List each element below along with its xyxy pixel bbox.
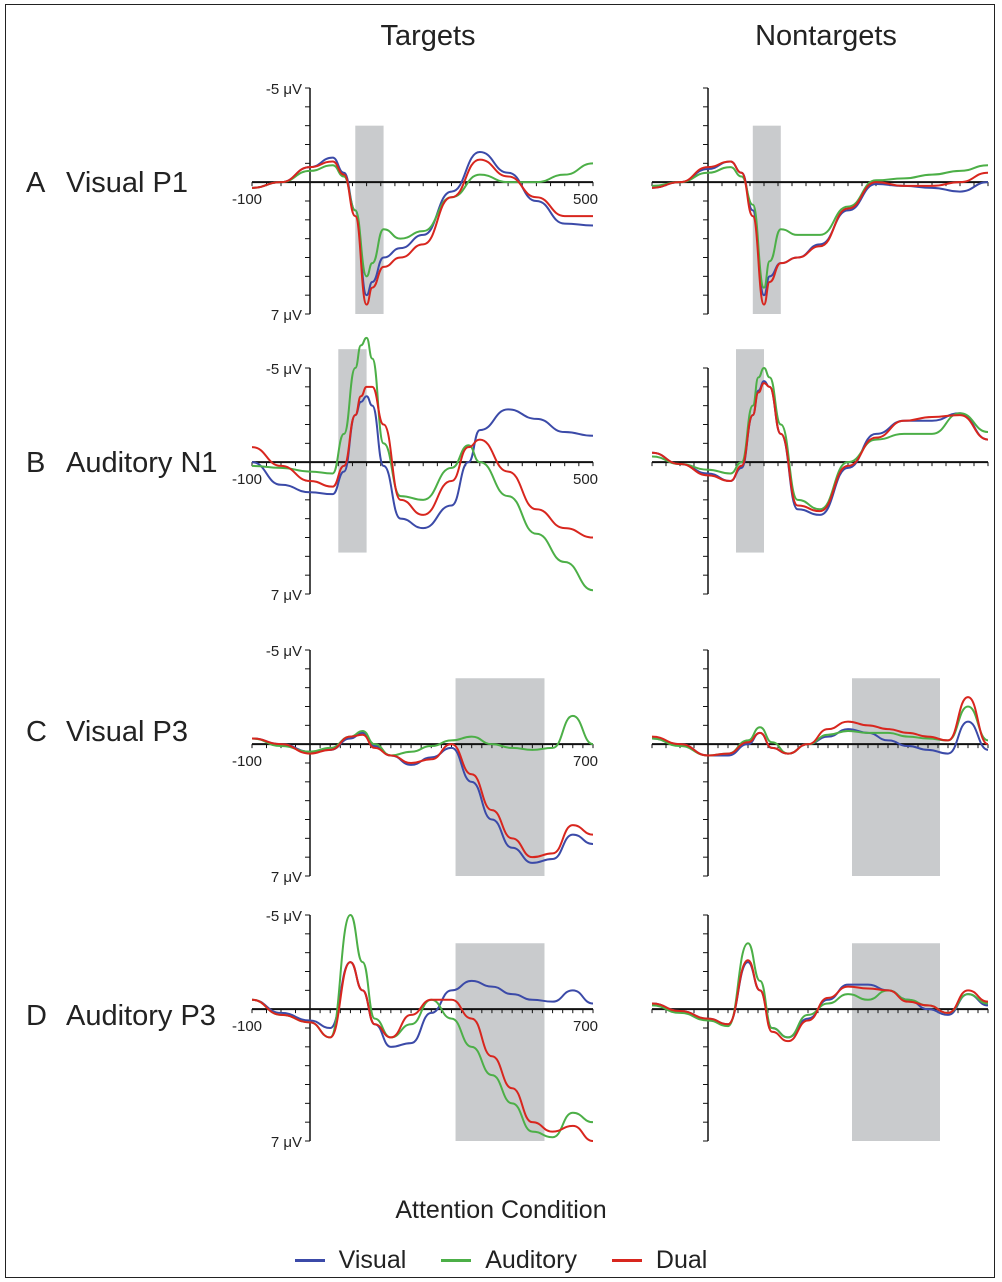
analysis-window-highlight: [736, 349, 764, 553]
x-tick-label-max: 500: [573, 471, 598, 488]
x-tick-label-min: -100: [232, 191, 262, 208]
series-line-dual: [251, 733, 594, 859]
legend-item-visual: Visual: [294, 1246, 407, 1275]
series-line-visual: [651, 380, 989, 516]
series-line-visual: [251, 395, 594, 530]
row-title: Auditory N1: [66, 447, 218, 479]
legend-item-dual: Dual: [611, 1246, 708, 1275]
y-tick-label-bottom: 7 μV: [271, 307, 302, 324]
series-line-auditory: [251, 162, 594, 278]
series-line-dual: [251, 961, 594, 1142]
series-line-dual: [651, 160, 989, 306]
analysis-window-highlight: [338, 349, 367, 553]
series-line-dual: [251, 158, 593, 306]
series-line-dual: [251, 385, 594, 539]
legend-swatch: [611, 1259, 642, 1262]
analysis-window-highlight: [355, 125, 384, 315]
analysis-window-highlight: [852, 678, 940, 876]
series-line-visual: [251, 151, 594, 297]
y-tick-label-top: -5 μV: [266, 81, 302, 98]
x-tick-label-max: 700: [573, 753, 598, 770]
x-tick-label-min: -100: [232, 1018, 262, 1035]
y-tick-label-bottom: 7 μV: [271, 869, 302, 886]
series-line-dual: [651, 959, 989, 1043]
legend-title: Attention Condition: [395, 1196, 607, 1224]
x-tick-label-min: -100: [232, 471, 262, 488]
row-letter: C: [26, 716, 47, 748]
row-label-b: B Auditory N1: [26, 447, 218, 480]
y-tick-label-top: -5 μV: [266, 643, 302, 660]
series-line-auditory: [251, 336, 594, 592]
series-line-dual: [651, 696, 989, 757]
row-letter: B: [26, 447, 46, 479]
series-line-visual: [251, 961, 594, 1048]
row-label-c: C Visual P3: [26, 716, 188, 749]
legend-item-auditory: Auditory: [441, 1246, 577, 1275]
row-label-a: A Visual P1: [26, 167, 188, 200]
row-title: Visual P1: [66, 167, 188, 199]
x-tick-label-max: 700: [573, 1018, 598, 1035]
row-title: Auditory P3: [66, 1000, 216, 1032]
column-title-targets: Targets: [380, 20, 476, 52]
row-label-d: D Auditory P3: [26, 1000, 216, 1033]
figure-frame: [5, 4, 995, 1278]
analysis-window-highlight: [455, 678, 545, 876]
legend-label: Visual: [338, 1246, 407, 1274]
y-tick-label-top: -5 μV: [266, 908, 302, 925]
x-tick-label-max: 500: [573, 191, 598, 208]
legend-swatch: [294, 1259, 325, 1262]
series-line-auditory: [251, 714, 594, 757]
legend-label: Auditory: [485, 1246, 577, 1274]
legend-label: Dual: [655, 1246, 708, 1274]
y-tick-label-bottom: 7 μV: [271, 587, 302, 604]
analysis-window-highlight: [852, 943, 940, 1141]
row-title: Visual P3: [66, 716, 188, 748]
y-tick-label-top: -5 μV: [266, 361, 302, 378]
x-tick-label-min: -100: [232, 753, 262, 770]
analysis-window-highlight: [455, 943, 545, 1141]
legend: Visual Auditory Dual: [0, 1240, 1002, 1275]
row-letter: A: [26, 167, 46, 199]
row-letter: D: [26, 1000, 47, 1032]
series-line-auditory: [651, 164, 989, 289]
legend-swatch: [441, 1259, 472, 1262]
series-line-dual: [651, 382, 989, 513]
series-line-auditory: [651, 366, 989, 511]
column-title-nontargets: Nontargets: [755, 20, 897, 52]
y-tick-label-bottom: 7 μV: [271, 1134, 302, 1151]
